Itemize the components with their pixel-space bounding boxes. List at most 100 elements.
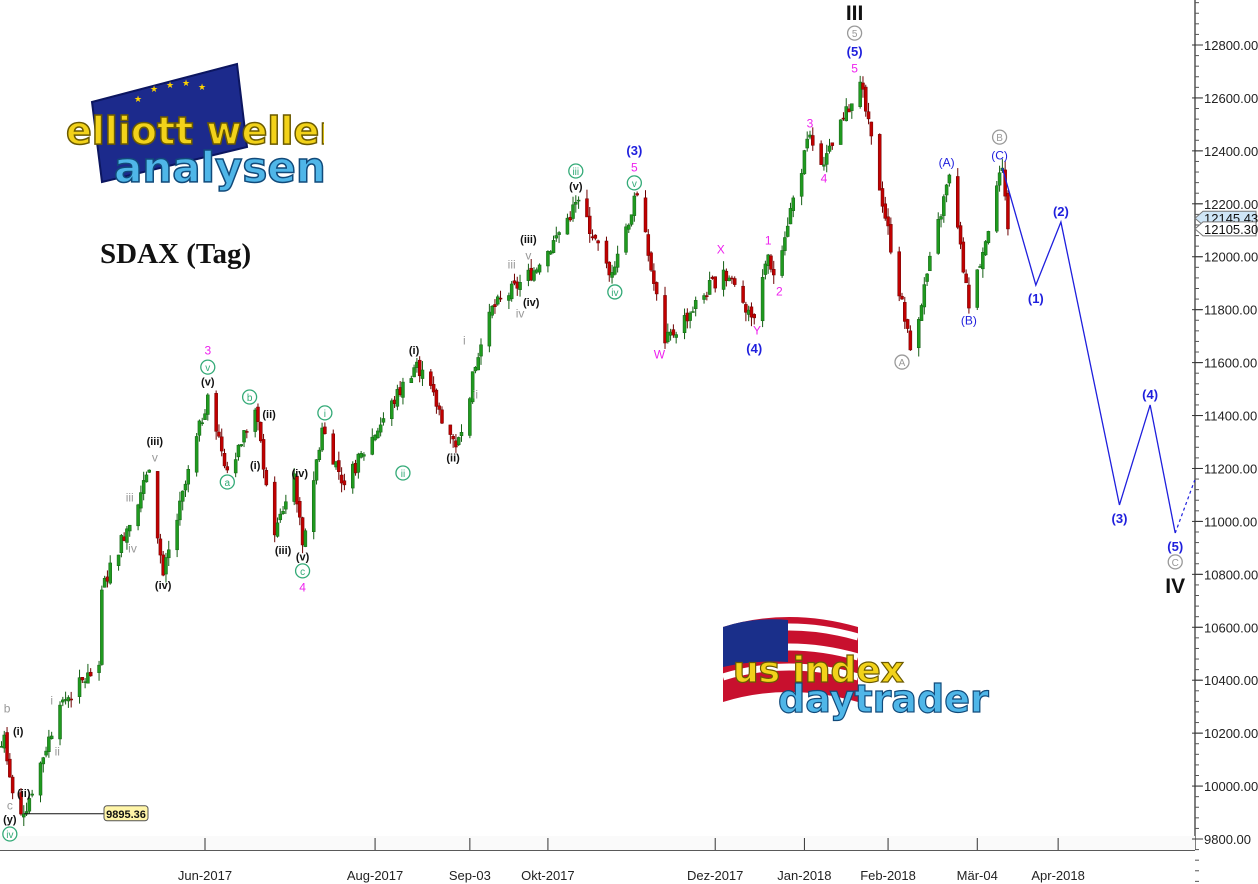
wave-label: (iv)	[155, 580, 172, 592]
candle-up	[242, 430, 246, 443]
wave-label: (iv)	[292, 468, 309, 480]
candle-down	[900, 295, 904, 300]
candle-down	[880, 188, 885, 207]
candle-down	[772, 268, 776, 276]
candle-up	[858, 81, 862, 107]
candle-up	[495, 296, 500, 305]
y-tick-label: 10400.00	[1204, 673, 1258, 688]
candle-down	[264, 470, 269, 486]
y-tick-label: 12200.00	[1204, 197, 1258, 212]
candle-down	[437, 405, 441, 410]
candle-down	[724, 270, 729, 281]
wave-label: (i)	[13, 726, 24, 738]
last-price-box	[1194, 221, 1257, 237]
candle-up	[139, 492, 143, 509]
candle-down	[323, 426, 327, 434]
wave-label-circle	[846, 25, 863, 41]
candle-down	[429, 371, 433, 386]
wave-label: C	[1172, 558, 1179, 569]
candle-down	[259, 422, 263, 442]
candle-up	[688, 312, 692, 321]
x-tick-label: Jan-2018	[777, 868, 831, 883]
wave-label: ii	[473, 388, 478, 402]
candle-down	[713, 276, 717, 289]
candle-up	[476, 357, 480, 371]
y-tick-label: 11800.00	[1204, 303, 1257, 318]
candle-down	[903, 302, 907, 322]
x-axis-band	[0, 836, 1195, 850]
candle-down	[217, 431, 221, 437]
candle-up	[783, 237, 787, 251]
wave-label-circle	[991, 129, 1008, 145]
wave-label: i	[324, 409, 326, 420]
svg-text:★: ★	[182, 78, 190, 88]
y-tick-label: 9800.00	[1204, 832, 1251, 847]
candle-down	[585, 198, 589, 218]
candle-down	[261, 439, 266, 470]
candle-up	[376, 430, 380, 439]
candle-up	[284, 501, 288, 510]
projection-path	[1001, 167, 1176, 534]
candle-up	[167, 549, 171, 559]
candle-up	[61, 699, 65, 703]
svg-text:★: ★	[166, 80, 174, 90]
candle-up	[674, 334, 678, 338]
candle-up	[850, 103, 854, 111]
candle-up	[532, 270, 536, 281]
x-tick-label: Okt-2017	[521, 868, 574, 883]
y-tick-label: 11200.00	[1204, 461, 1257, 476]
y-tick-label: 12000.00	[1204, 250, 1258, 265]
wave-label: (A)	[939, 156, 955, 170]
wave-label: A	[899, 358, 906, 369]
candle-down	[225, 466, 230, 471]
candle-up	[136, 504, 140, 527]
candle-down	[649, 252, 653, 271]
candle-down	[19, 792, 23, 815]
wave-label: (1)	[1028, 291, 1044, 306]
wave-label: 5	[852, 29, 858, 40]
candle-down	[866, 111, 871, 120]
candle-down	[431, 384, 436, 393]
candle-down	[635, 193, 639, 196]
wave-label: (iii)	[275, 545, 292, 557]
candle-down	[342, 480, 347, 486]
candle-down	[337, 460, 341, 472]
svg-text:daytrader: daytrader	[778, 677, 989, 721]
candle-up	[922, 284, 927, 308]
candle-up	[470, 371, 475, 403]
wave-label: 4	[821, 172, 828, 186]
candle-down	[864, 86, 868, 112]
wave-label: (i)	[409, 345, 420, 357]
candle-up	[802, 150, 807, 175]
svg-text:★: ★	[150, 84, 158, 94]
candle-down	[964, 273, 968, 284]
candle-up	[175, 519, 179, 551]
candle-up	[682, 315, 687, 334]
candle-down	[440, 409, 444, 424]
candle-up	[127, 524, 132, 532]
candle-up	[479, 344, 483, 357]
candle-down	[811, 135, 815, 146]
wave-label: iv	[611, 288, 618, 299]
wave-label: (4)	[1142, 387, 1158, 402]
candle-down	[830, 142, 835, 146]
wave-label: (i)	[250, 460, 261, 472]
candle-up	[551, 240, 556, 253]
candle-down	[705, 295, 709, 297]
wave-label: W	[654, 347, 666, 361]
candle-down	[752, 314, 756, 319]
candle-up	[378, 424, 383, 433]
candle-down	[214, 393, 218, 432]
wave-label-circle	[241, 389, 258, 405]
candle-down	[732, 278, 737, 285]
candle-up	[554, 235, 559, 239]
wave-label: (iii)	[147, 436, 164, 448]
x-tick-label: Dez-2017	[687, 868, 743, 883]
y-tick-label: 12600.00	[1204, 91, 1258, 106]
wave-label: 3	[204, 343, 211, 357]
candle-down	[256, 406, 260, 422]
svg-text:elliott wellen: elliott wellen	[66, 109, 324, 153]
wave-label: (v)	[569, 181, 583, 193]
